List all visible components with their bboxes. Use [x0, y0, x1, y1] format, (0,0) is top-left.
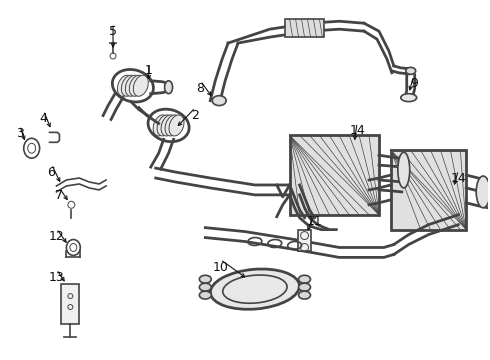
Text: 14: 14	[450, 171, 466, 185]
Ellipse shape	[199, 283, 211, 291]
Text: 5: 5	[109, 24, 117, 38]
Text: 11: 11	[307, 215, 322, 228]
Ellipse shape	[298, 275, 311, 283]
Text: 14: 14	[349, 124, 365, 137]
Ellipse shape	[118, 75, 132, 96]
Ellipse shape	[401, 94, 416, 102]
Ellipse shape	[161, 115, 176, 136]
Ellipse shape	[298, 283, 311, 291]
Ellipse shape	[122, 75, 136, 96]
Ellipse shape	[199, 275, 211, 283]
Ellipse shape	[298, 291, 311, 299]
Ellipse shape	[153, 115, 168, 136]
Ellipse shape	[169, 115, 184, 136]
Ellipse shape	[125, 75, 141, 96]
Text: 6: 6	[48, 166, 55, 179]
Ellipse shape	[210, 269, 299, 309]
Ellipse shape	[398, 152, 410, 188]
Text: 12: 12	[49, 230, 64, 243]
Text: 10: 10	[212, 261, 228, 274]
Ellipse shape	[165, 115, 180, 136]
Ellipse shape	[133, 75, 148, 96]
Ellipse shape	[165, 81, 172, 94]
Bar	[391, 150, 466, 230]
Ellipse shape	[129, 75, 145, 96]
Text: 9: 9	[410, 77, 417, 90]
Text: 8: 8	[196, 82, 204, 95]
Ellipse shape	[199, 291, 211, 299]
Text: 4: 4	[40, 112, 48, 125]
Text: 13: 13	[49, 271, 64, 284]
Ellipse shape	[212, 96, 226, 105]
Ellipse shape	[406, 67, 416, 74]
Text: 7: 7	[55, 189, 63, 202]
Bar	[297, 230, 312, 251]
Ellipse shape	[476, 176, 490, 208]
Bar	[290, 135, 379, 215]
Text: 2: 2	[192, 109, 199, 122]
Bar	[61, 284, 79, 324]
Text: 3: 3	[16, 127, 24, 140]
Bar	[285, 19, 324, 37]
Text: 1: 1	[145, 64, 153, 77]
Ellipse shape	[157, 115, 172, 136]
